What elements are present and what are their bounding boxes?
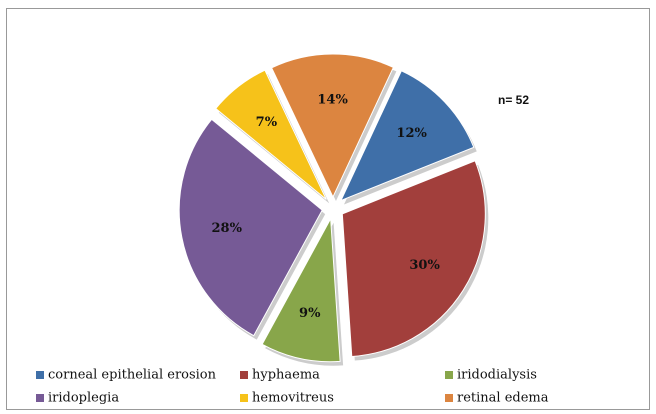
annotation: n= 52: [498, 93, 529, 107]
legend-swatch: [445, 394, 453, 402]
legend-swatch: [240, 394, 248, 402]
legend-label: retinal edema: [457, 391, 549, 406]
pie-slice: [178, 118, 323, 337]
legend-swatch: [36, 394, 44, 402]
data-label: 9%: [299, 306, 321, 321]
legend-label: iridodialysis: [457, 368, 537, 383]
legend-swatch: [445, 371, 453, 379]
data-label: 28%: [212, 221, 243, 236]
legend-label: corneal epithelial erosion: [48, 368, 217, 383]
data-label: 14%: [317, 92, 348, 107]
data-label: 30%: [409, 258, 440, 273]
pie-slice: [261, 216, 341, 363]
pie-slice: [340, 70, 475, 202]
data-label: 12%: [396, 126, 427, 141]
pie-slice: [341, 160, 486, 358]
pie-slice: [270, 53, 395, 199]
legend-label: hyphaema: [252, 368, 320, 383]
pie-slice: [215, 69, 327, 200]
legend-label: iridoplegia: [48, 391, 119, 406]
legend-swatch: [240, 371, 248, 379]
data-label: 7%: [256, 115, 278, 130]
legend-label: hemovitreus: [252, 391, 334, 406]
legend-swatch: [36, 371, 44, 379]
